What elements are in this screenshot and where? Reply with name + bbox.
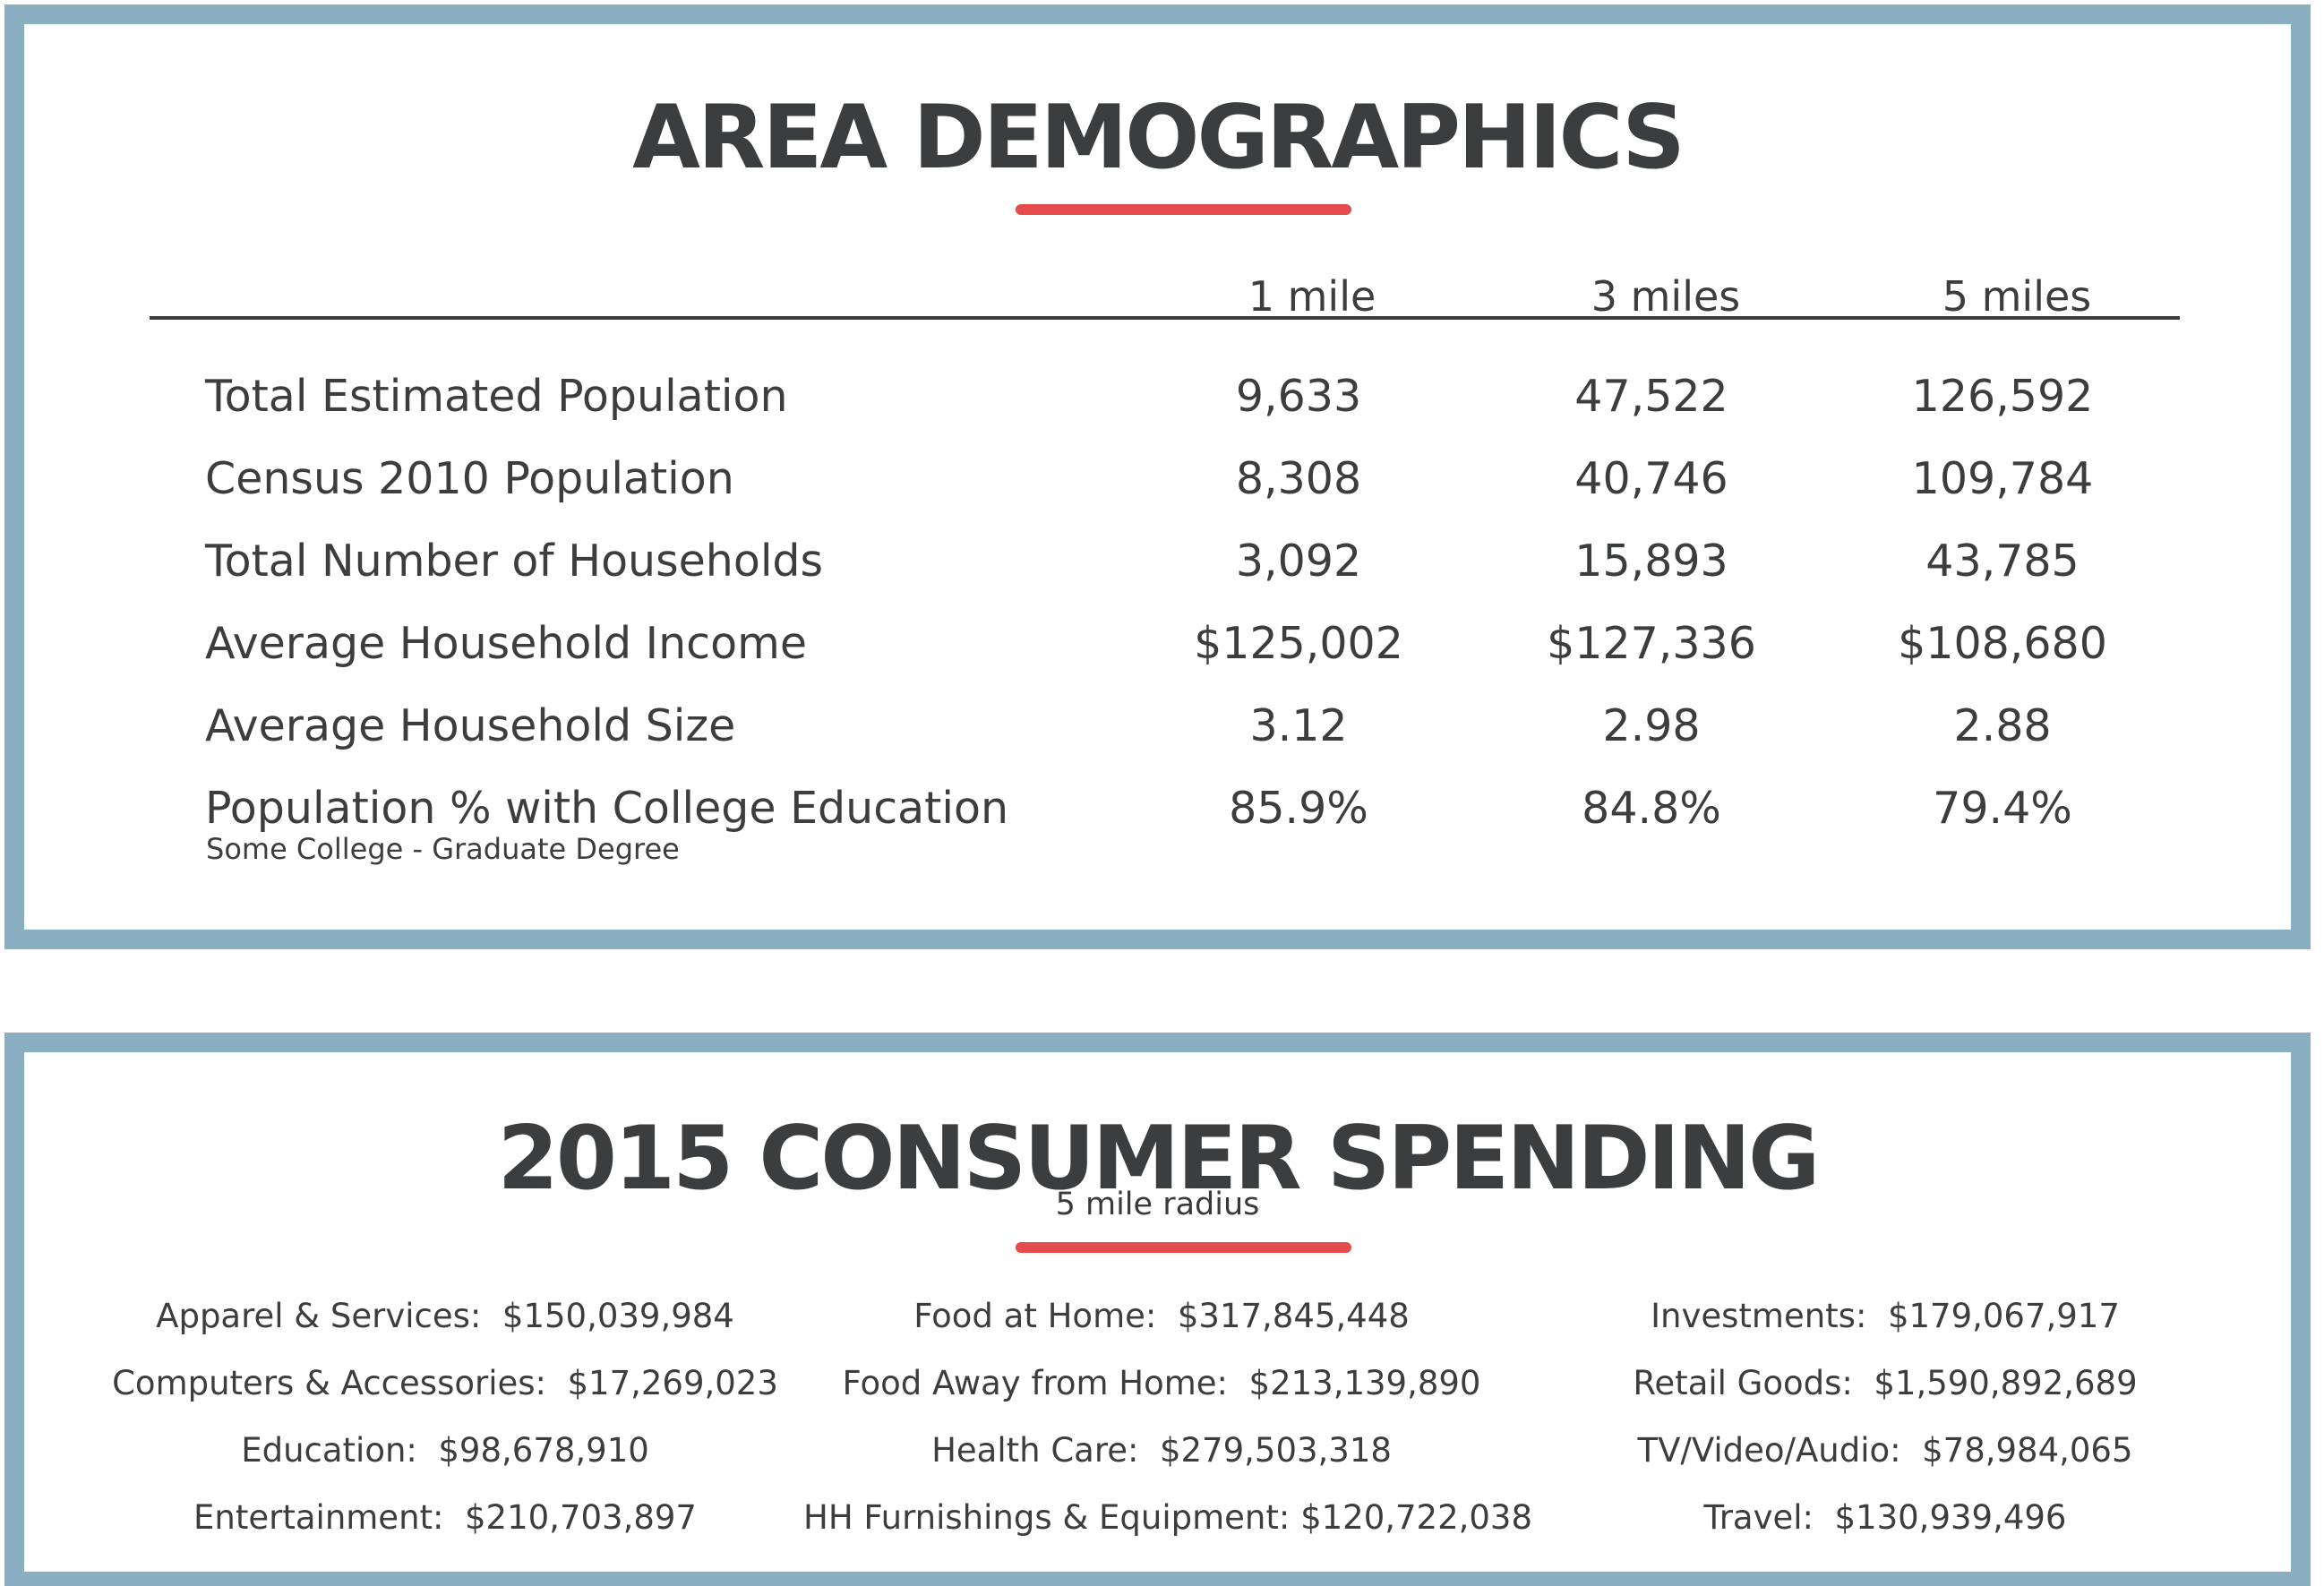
spending-title: 2015 CONSUMER SPENDING — [497, 1108, 1821, 1210]
spending-item: Education: $98,678,910 — [241, 1431, 649, 1470]
demographics-panel: AREA DEMOGRAPHICS 1 mile 3 miles 5 miles… — [4, 4, 2311, 949]
table-cell: 43,785 — [1925, 536, 2080, 587]
row-label: Total Number of Households — [205, 536, 824, 587]
spending-item: Computers & Accessories: $17,269,023 — [112, 1364, 778, 1402]
table-cell: 2.98 — [1602, 700, 1701, 751]
spending-item: TV/Video/Audio: $78,984,065 — [1637, 1431, 2133, 1470]
spending-item: Health Care: $279,503,318 — [931, 1431, 1392, 1470]
row-label: Population % with College Education — [205, 783, 1009, 834]
table-cell: $108,680 — [1898, 618, 2107, 669]
spending-item: Entertainment: $210,703,897 — [193, 1498, 697, 1537]
table-cell: $127,336 — [1547, 618, 1756, 669]
spending-item: HH Furnishings & Equipment: $120,722,038 — [803, 1498, 1532, 1537]
row-label: Average Household Size — [205, 700, 736, 751]
spending-item: Retail Goods: $1,590,892,689 — [1633, 1364, 2138, 1402]
table-cell: 84.8% — [1582, 783, 1721, 834]
header-divider — [150, 316, 2180, 320]
table-cell: 79.4% — [1933, 783, 2072, 834]
table-cell: 3.12 — [1249, 700, 1348, 751]
table-cell: 15,893 — [1574, 536, 1728, 587]
spending-item: Food Away from Home: $213,139,890 — [842, 1364, 1481, 1402]
table-cell: 9,633 — [1235, 371, 1362, 422]
table-cell: 109,784 — [1911, 453, 2094, 504]
column-header-1-mile: 1 mile — [1248, 272, 1376, 321]
title-accent-line — [1016, 1242, 1351, 1253]
row-sublabel: Some College - Graduate Degree — [206, 832, 680, 866]
table-cell: 85.9% — [1229, 783, 1368, 834]
spending-subtitle: 5 mile radius — [1055, 1187, 1260, 1222]
spending-item: Apparel & Services: $150,039,984 — [156, 1297, 734, 1335]
table-cell: 47,522 — [1574, 371, 1728, 422]
column-header-5-miles: 5 miles — [1942, 272, 2092, 321]
spending-item: Food at Home: $317,845,448 — [913, 1297, 1410, 1335]
row-label: Total Estimated Population — [205, 371, 788, 422]
table-cell: 126,592 — [1911, 371, 2094, 422]
column-header-3-miles: 3 miles — [1591, 272, 1741, 321]
table-cell: $125,002 — [1194, 618, 1403, 669]
row-label: Census 2010 Population — [205, 453, 734, 504]
demographics-title: AREA DEMOGRAPHICS — [632, 87, 1685, 189]
table-cell: 40,746 — [1574, 453, 1728, 504]
consumer-spending-panel: 2015 CONSUMER SPENDING 5 mile radius App… — [4, 1033, 2311, 1586]
spending-item: Investments: $179,067,917 — [1651, 1297, 2120, 1335]
spending-item: Travel: $130,939,496 — [1703, 1498, 2067, 1537]
table-cell: 2.88 — [1953, 700, 2052, 751]
table-cell: 3,092 — [1235, 536, 1362, 587]
row-label: Average Household Income — [205, 618, 807, 669]
table-cell: 8,308 — [1235, 453, 1362, 504]
title-accent-line — [1016, 204, 1351, 215]
